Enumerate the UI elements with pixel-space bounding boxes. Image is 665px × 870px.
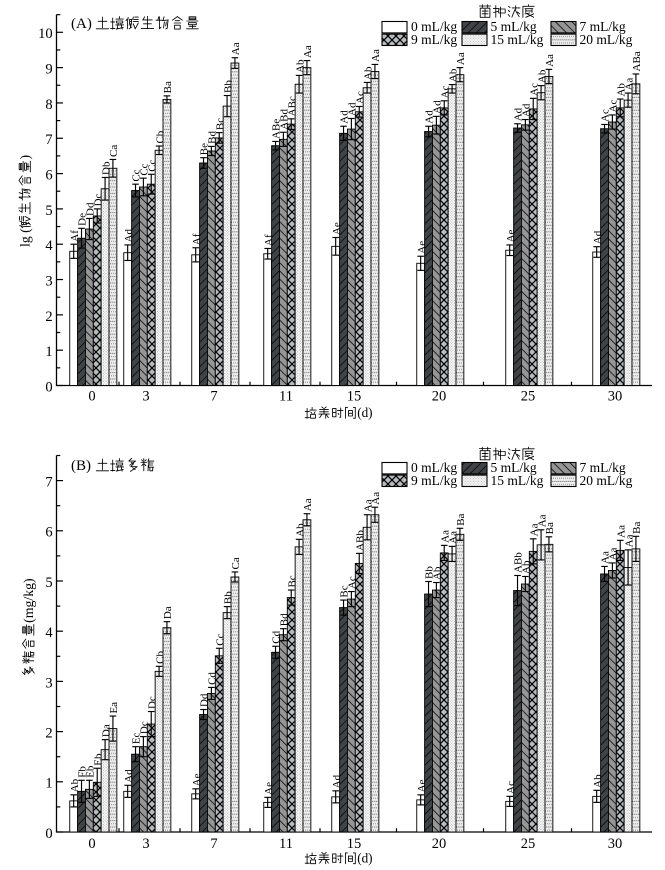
svg-text:Af: Af: [191, 233, 203, 245]
svg-text:Da: Da: [162, 606, 174, 619]
svg-text:30: 30: [608, 389, 623, 405]
svg-text:Aa: Aa: [536, 514, 548, 527]
svg-text:Ad: Ad: [339, 110, 351, 124]
svg-text:(mg/kg): (mg/kg): [21, 578, 37, 622]
svg-text:Ac: Ac: [600, 109, 612, 122]
svg-text:Aa: Aa: [302, 45, 314, 58]
svg-text:Aa: Aa: [439, 530, 451, 543]
svg-text:lg (: lg (: [18, 228, 34, 247]
svg-text:): ): [18, 155, 34, 160]
svg-text:7: 7: [210, 389, 217, 405]
svg-text:Ca: Ca: [230, 557, 242, 569]
svg-text:25: 25: [521, 836, 536, 852]
svg-text:15: 15: [347, 389, 362, 405]
svg-text:Ea: Ea: [108, 702, 120, 714]
svg-text:Ba: Ba: [631, 521, 643, 533]
svg-text:25: 25: [521, 389, 536, 405]
svg-text:(d): (d): [357, 851, 372, 866]
svg-text:9 mL/kg: 9 mL/kg: [411, 32, 457, 47]
svg-text:Eb: Eb: [85, 765, 97, 778]
svg-text:5: 5: [45, 575, 52, 591]
svg-text:Aa: Aa: [528, 523, 540, 536]
svg-text:11: 11: [279, 836, 293, 852]
svg-text:Bc: Bc: [339, 585, 351, 597]
svg-text:9: 9: [45, 62, 52, 78]
svg-text:2: 2: [45, 309, 52, 325]
svg-text:3: 3: [45, 675, 52, 691]
svg-text:Aa: Aa: [302, 498, 314, 511]
svg-text:Ab: Ab: [69, 778, 81, 792]
svg-text:Aa: Aa: [370, 492, 382, 505]
svg-text:Ec: Ec: [131, 732, 143, 744]
svg-text:15 mL/kg: 15 mL/kg: [491, 32, 544, 47]
svg-text:15: 15: [347, 836, 362, 852]
svg-text:ABe: ABe: [271, 119, 283, 139]
svg-text:20 mL/kg: 20 mL/kg: [580, 32, 633, 47]
svg-text:Ba: Ba: [455, 513, 467, 525]
svg-text:20: 20: [432, 389, 447, 405]
svg-text:11: 11: [279, 389, 293, 405]
svg-text:7 mL/kg: 7 mL/kg: [580, 460, 626, 475]
svg-text:7: 7: [45, 132, 52, 148]
svg-text:Cc: Cc: [131, 169, 143, 181]
svg-text:Aa: Aa: [230, 42, 242, 55]
svg-text:Bb: Bb: [424, 566, 436, 579]
svg-text:1: 1: [45, 776, 52, 792]
svg-text:7 mL/kg: 7 mL/kg: [580, 19, 626, 34]
svg-text:Ad: Ad: [513, 107, 525, 121]
svg-text:ABb: ABb: [513, 552, 525, 573]
svg-text:ABa: ABa: [631, 51, 643, 71]
svg-text:Ba: Ba: [162, 81, 174, 93]
svg-text:3: 3: [45, 273, 52, 289]
svg-text:Aa: Aa: [600, 551, 612, 564]
svg-text:Aa: Aa: [455, 52, 467, 65]
svg-text:8: 8: [45, 97, 52, 113]
svg-text:5 mL/kg: 5 mL/kg: [491, 460, 537, 475]
svg-text:20 mL/kg: 20 mL/kg: [580, 473, 633, 488]
svg-text:1: 1: [45, 344, 52, 360]
svg-text:5: 5: [45, 203, 52, 219]
svg-text:(d): (d): [357, 405, 372, 420]
svg-text:Aa: Aa: [623, 534, 635, 547]
svg-text:0: 0: [45, 379, 52, 395]
svg-text:0: 0: [45, 826, 52, 842]
svg-text:Ca: Ca: [108, 145, 120, 157]
svg-text:10: 10: [38, 26, 53, 42]
svg-text:6: 6: [45, 167, 52, 183]
svg-text:Af: Af: [263, 234, 275, 246]
svg-text:(A): (A): [71, 16, 92, 32]
svg-text:(B): (B): [71, 458, 91, 474]
svg-text:Cc: Cc: [139, 163, 151, 175]
svg-text:4: 4: [45, 625, 53, 641]
svg-text:0 mL/kg: 0 mL/kg: [411, 460, 457, 475]
svg-text:7: 7: [45, 475, 52, 491]
svg-text:4: 4: [45, 238, 53, 254]
svg-text:De: De: [77, 213, 89, 226]
svg-text:Aa: Aa: [370, 49, 382, 62]
svg-text:9 mL/kg: 9 mL/kg: [411, 473, 457, 488]
svg-text:2: 2: [45, 726, 52, 742]
svg-text:7: 7: [210, 836, 217, 852]
svg-text:Fb: Fb: [77, 766, 89, 778]
svg-text:Aa: Aa: [362, 499, 374, 512]
svg-text:0: 0: [88, 836, 95, 852]
svg-text:15 mL/kg: 15 mL/kg: [491, 473, 544, 488]
svg-text:Ad: Ad: [424, 110, 436, 124]
svg-text:Aa: Aa: [544, 54, 556, 67]
svg-text:Ab: Ab: [615, 83, 627, 97]
svg-text:5 mL/kg: 5 mL/kg: [491, 19, 537, 34]
svg-text:Ba: Ba: [544, 522, 556, 534]
svg-text:Dd: Dd: [85, 202, 97, 216]
svg-text:0: 0: [88, 389, 95, 405]
svg-text:3: 3: [142, 389, 149, 405]
svg-text:20: 20: [432, 836, 447, 852]
svg-text:Aa: Aa: [615, 525, 627, 538]
svg-text:3: 3: [142, 836, 149, 852]
svg-text:Af: Af: [69, 230, 81, 242]
svg-text:30: 30: [608, 836, 623, 852]
svg-text:0 mL/kg: 0 mL/kg: [411, 19, 457, 34]
svg-text:6: 6: [45, 525, 52, 541]
